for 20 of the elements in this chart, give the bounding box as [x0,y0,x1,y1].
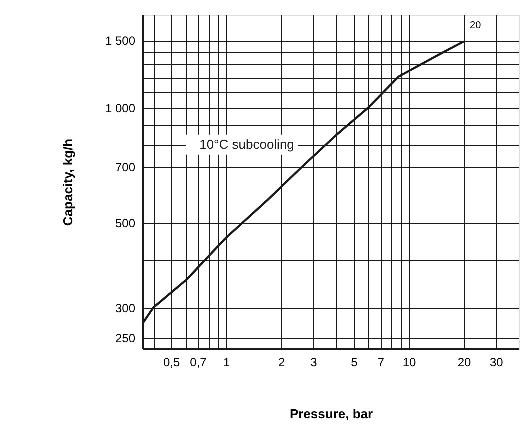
y-axis-title: Capacity, kg/h [60,138,76,226]
y-tick-label: 1 000 [105,101,136,116]
x-axis-title: Pressure, bar [290,406,374,422]
y-tick-label: 500 [115,216,136,230]
y-tick-label: 700 [115,160,136,175]
y-tick-label: 1 500 [105,34,136,48]
x-tick-label: 5 [351,356,358,370]
y-tick-label: 250 [115,332,136,346]
x-tick-label: 3 [310,356,318,370]
x-tick-label: 0,7 [190,356,208,370]
annotation: 20 [470,20,482,32]
x-tick-label: 7 [378,356,385,370]
x-tick-label: 2 [278,356,286,370]
series-label: 10°C subcooling [200,136,294,152]
x-tick-label: 30 [490,356,504,370]
x-tick-label: 0,5 [163,356,180,370]
y-tick-label: 300 [115,301,136,316]
x-tick-label: 10 [402,356,416,370]
x-tick-label: 20 [458,356,472,370]
x-tick-label: 1 [223,356,230,370]
